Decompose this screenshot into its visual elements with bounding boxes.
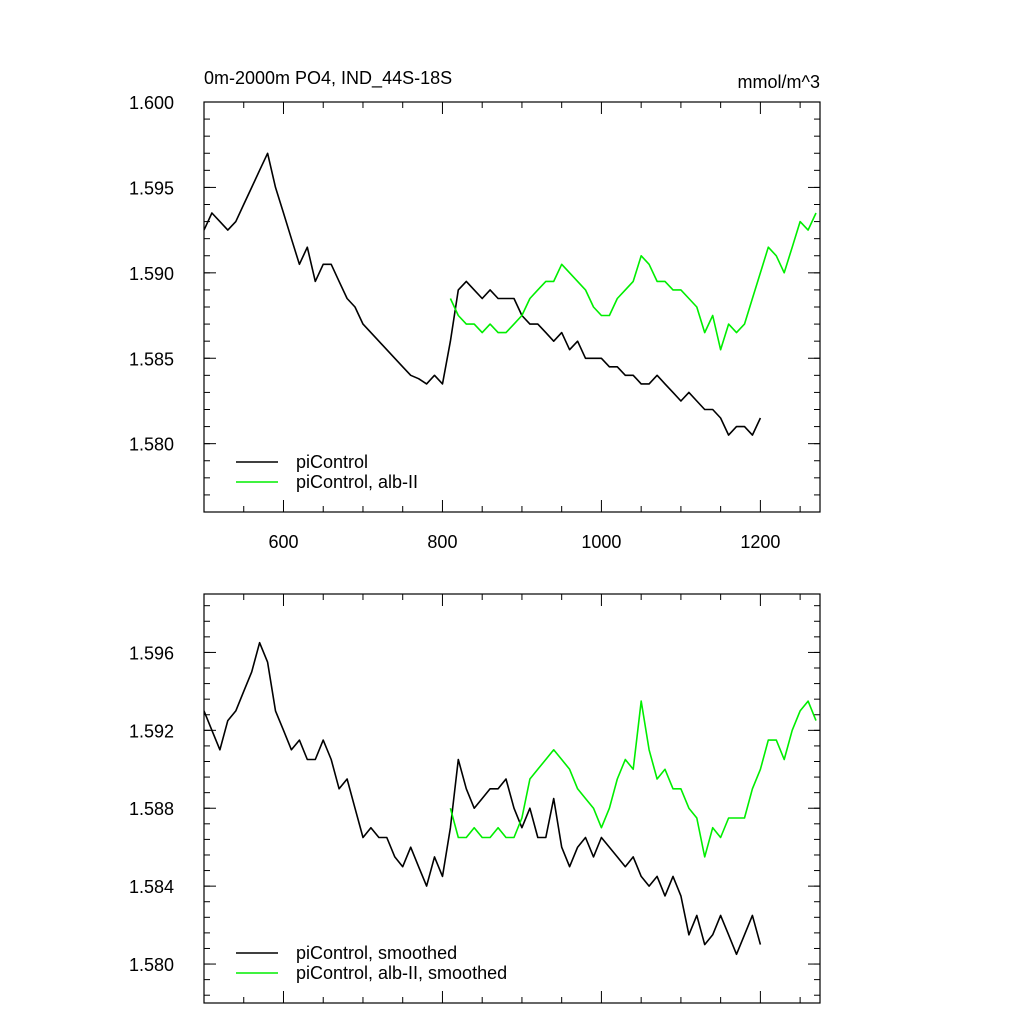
series-line-green: [449, 700, 817, 858]
y-tick-label: 1.590: [129, 264, 174, 284]
y-tick-label: 1.592: [129, 721, 174, 741]
legend-label: piControl, smoothed: [296, 943, 457, 963]
series-line-black: [204, 152, 762, 436]
y-tick-label: 1.580: [129, 955, 174, 975]
y-tick-label: 1.580: [129, 435, 174, 455]
units-label: mmol/m^3: [738, 72, 820, 92]
x-tick-label: 800: [427, 532, 457, 552]
y-tick-label: 1.584: [129, 877, 174, 897]
x-tick-label: 600: [268, 532, 298, 552]
legend-label: piControl, alb-II, smoothed: [296, 963, 507, 983]
y-tick-label: 1.595: [129, 178, 174, 198]
chart-title: 0m-2000m PO4, IND_44S-18S: [204, 68, 452, 89]
top-panel: 600 800 1000 1200 1.580 1.585 1.590 1.595 1.600 p…: [129, 68, 821, 552]
y-tick-label: 1.588: [129, 799, 174, 819]
bottom-panel: 1.580 1.584 1.588 1.592 1.596 piControl, smoo…: [129, 593, 821, 1004]
plot-frame: [203, 593, 821, 1004]
plot-frame: [203, 101, 821, 513]
x-tick-label: 1000: [581, 532, 621, 552]
series-line-black: [204, 641, 762, 956]
legend-label: piControl: [296, 452, 368, 472]
x-tick-label: 1200: [740, 532, 780, 552]
y-tick-label: 1.585: [129, 349, 174, 369]
y-tick-label: 1.596: [129, 643, 174, 663]
y-tick-label: 1.600: [129, 93, 174, 113]
series-line-green: [449, 212, 817, 351]
legend-label: piControl, alb-II: [296, 472, 418, 492]
